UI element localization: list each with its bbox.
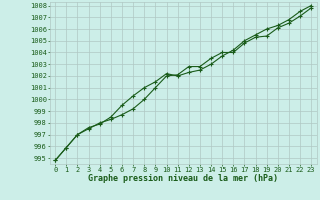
X-axis label: Graphe pression niveau de la mer (hPa): Graphe pression niveau de la mer (hPa) xyxy=(88,174,278,183)
